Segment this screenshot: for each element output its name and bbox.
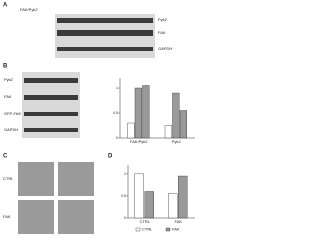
legend-swatch xyxy=(135,227,141,232)
row-label: Pyk2 xyxy=(158,17,168,22)
row-label: GAPDH xyxy=(158,46,172,51)
y-tick-label: 0 xyxy=(116,136,118,140)
panel-label: D xyxy=(108,154,113,160)
bar xyxy=(142,85,150,139)
row-label: GAPDH xyxy=(4,127,18,132)
bar xyxy=(134,173,144,219)
panel-label: C xyxy=(3,154,8,160)
band xyxy=(57,47,153,51)
micrograph xyxy=(58,200,94,234)
band xyxy=(57,18,153,23)
x-tick-label: Pyk2 xyxy=(172,139,182,144)
lane-header: FAK/Pyk2 xyxy=(20,7,38,12)
micrograph xyxy=(18,162,54,196)
band xyxy=(24,78,78,83)
y-tick-label: 0 xyxy=(124,216,126,220)
y-tick-label: 1 xyxy=(116,86,118,90)
panel-label: B xyxy=(3,64,8,70)
micrograph xyxy=(58,162,94,196)
row-label: GFP-FAK xyxy=(4,111,21,116)
legend-label: FAK xyxy=(172,227,180,232)
x-tick-label: FAK/Pyk2 xyxy=(130,139,148,144)
bar xyxy=(178,175,188,219)
y-tick-label: 0.5 xyxy=(113,111,118,115)
bar xyxy=(179,110,187,139)
x-tick-label: FAK xyxy=(174,219,182,224)
row-label: FAK xyxy=(158,30,166,35)
band xyxy=(24,112,78,116)
bar xyxy=(172,92,180,139)
band xyxy=(24,128,78,132)
bar xyxy=(144,191,154,219)
panel-label: A xyxy=(3,3,8,9)
legend-label: CTRL xyxy=(142,227,153,232)
row-label: FAK xyxy=(4,94,12,99)
micrograph xyxy=(18,200,54,234)
bar xyxy=(134,87,142,139)
band xyxy=(57,30,153,36)
band xyxy=(24,95,78,100)
y-tick-label: 0.5 xyxy=(121,194,126,198)
bar xyxy=(164,125,172,139)
row-label: FAK xyxy=(3,214,11,219)
legend-swatch xyxy=(165,227,171,232)
row-label: CTRL xyxy=(3,176,14,181)
bar xyxy=(167,193,178,219)
figure: A FAK/Pyk2 Pyk2 FAK GAPDH B Pyk2 FAK GFP… xyxy=(3,3,195,234)
x-tick-label: CTRL xyxy=(140,219,151,224)
bar xyxy=(127,122,135,139)
row-label: Pyk2 xyxy=(4,77,14,82)
y-tick-label: 1 xyxy=(124,172,126,176)
